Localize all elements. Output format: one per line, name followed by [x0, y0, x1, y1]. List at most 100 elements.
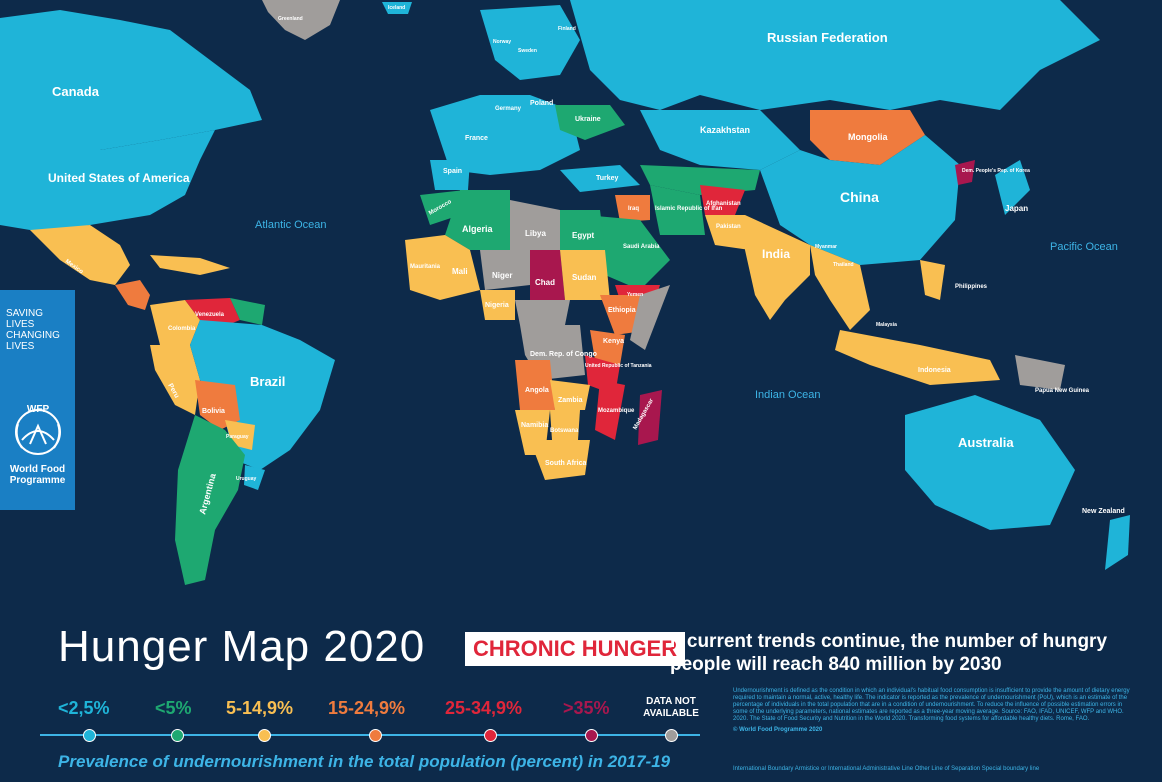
legend-dot — [83, 729, 96, 742]
country-label-brazil: Brazil — [250, 374, 285, 389]
legend-label-5-14-9: 5-14,9% — [226, 698, 294, 718]
southeast-asia-region — [810, 245, 870, 330]
country-label-poland: Poland — [530, 100, 553, 107]
country-label-russia: Russian Federation — [767, 30, 888, 45]
legend-label-gt35: >35% — [563, 698, 610, 718]
russia-region — [570, 0, 1100, 110]
australia-region — [905, 395, 1075, 530]
country-label-sudan: Sudan — [572, 273, 597, 282]
pakistan-region — [705, 215, 750, 250]
peru-region — [150, 345, 200, 415]
country-label-sweden: Sweden — [518, 48, 537, 54]
central-asia-region — [640, 165, 760, 195]
country-label-nigeria: Nigeria — [485, 302, 509, 309]
country-label-zambia: Zambia — [558, 397, 583, 404]
country-label-greenland: Greenland — [278, 16, 303, 22]
png-region — [1015, 355, 1065, 390]
country-label-angola: Angola — [525, 387, 549, 394]
country-label-australia: Australia — [958, 435, 1014, 450]
country-label-malaysia: Malaysia — [876, 322, 897, 328]
turkey-region — [560, 165, 640, 192]
iberia-region — [430, 160, 470, 190]
country-label-dprk: Dem. People's Rep. of Korea — [962, 168, 1030, 174]
argentina-region — [175, 415, 245, 585]
legend-dot — [585, 729, 598, 742]
angola-region — [515, 360, 555, 410]
org-name-line: Programme — [9, 475, 66, 486]
algeria-region — [445, 190, 510, 250]
western-europe-region — [430, 95, 580, 175]
country-label-new-zealand: New Zealand — [1082, 508, 1125, 515]
slogan-line: CHANGING — [6, 330, 60, 341]
legend-dot — [665, 729, 678, 742]
country-label-germany: Germany — [495, 106, 522, 112]
country-label-ukraine: Ukraine — [575, 116, 601, 123]
wfp-org-name: World Food Programme — [0, 464, 75, 486]
iceland-region — [382, 2, 412, 14]
country-label-usa: United States of America — [48, 171, 190, 185]
canada-region — [0, 10, 262, 150]
caribbean-region — [150, 255, 230, 275]
libya-region — [510, 200, 560, 250]
india-region — [745, 215, 810, 320]
scandinavia-region — [480, 5, 580, 80]
country-label-egypt: Egypt — [572, 231, 595, 240]
brazil-region — [190, 320, 335, 470]
country-label-france: France — [465, 135, 488, 142]
kazakhstan-region — [640, 110, 800, 170]
central-america-region — [115, 280, 150, 310]
zambia-region — [550, 380, 590, 410]
iraq-region — [615, 195, 650, 222]
country-label-pakistan: Pakistan — [716, 224, 741, 230]
legend-label-lt2-5: <2,5% — [58, 698, 110, 718]
country-label-philippines: Philippines — [955, 284, 988, 290]
afghanistan-region — [700, 185, 745, 215]
country-label-chad: Chad — [535, 278, 555, 287]
legend-label-15-24-9: 15-24,9% — [328, 698, 406, 718]
country-label-mauritania: Mauritania — [410, 264, 441, 270]
country-label-china: China — [840, 189, 879, 205]
country-label-mozambique: Mozambique — [598, 408, 635, 414]
country-label-south-africa: South Africa — [545, 460, 586, 467]
legend-dot — [171, 729, 184, 742]
country-label-finland: Finland — [558, 26, 576, 32]
country-label-venezuela: Venezuela — [195, 312, 225, 318]
indian-ocean-label: Indian Ocean — [755, 389, 820, 401]
country-label-thailand: Thailand — [833, 262, 854, 268]
venezuela-region — [185, 298, 240, 330]
country-label-iran: Islamic Republic of Iran — [655, 206, 723, 212]
south-africa-region — [530, 440, 590, 480]
country-label-kazakhstan: Kazakhstan — [700, 125, 750, 135]
country-label-paraguay: Paraguay — [226, 434, 249, 440]
bolivia-region — [195, 380, 240, 430]
usa-region — [0, 130, 215, 230]
wfp-logo-icon: WFP — [15, 404, 61, 455]
country-label-uruguay: Uruguay — [236, 476, 257, 482]
country-label-yemen: Yemen — [627, 292, 643, 298]
madagascar-region — [638, 390, 662, 445]
country-label-algeria: Algeria — [462, 224, 494, 234]
chad-region — [530, 250, 565, 300]
notes-text: Undernourishment is defined as the condi… — [733, 688, 1130, 722]
nigeria-region — [480, 290, 515, 320]
country-label-canada: Canada — [52, 84, 100, 99]
world-map: Atlantic Ocean Pacific Ocean Indian Ocea… — [0, 0, 1130, 585]
country-label-libya: Libya — [525, 229, 546, 238]
country-label-japan: Japan — [1005, 204, 1028, 213]
wfp-panel: SAVING LIVES CHANGING LIVES WFP World Fo… — [0, 290, 75, 510]
slogan-line: SAVING — [6, 308, 44, 319]
country-label-india: India — [762, 247, 790, 261]
country-label-ethiopia: Ethiopia — [608, 307, 636, 314]
country-label-tanzania: United Republic of Tanzania — [585, 363, 652, 369]
country-label-spain: Spain — [443, 168, 462, 175]
dprk-region — [955, 160, 975, 185]
somalia-region — [630, 285, 670, 350]
legend-label-na: DATA NOT AVAILABLE — [643, 696, 699, 719]
legend-dot — [258, 729, 271, 742]
egypt-region — [560, 210, 605, 250]
country-label-png: Papua New Guinea — [1035, 388, 1090, 394]
greenland-region — [262, 0, 340, 40]
country-label-namibia: Namibia — [521, 422, 548, 429]
west-africa-region — [405, 235, 480, 300]
wfp-slogan: SAVING LIVES CHANGING LIVES — [6, 308, 60, 352]
